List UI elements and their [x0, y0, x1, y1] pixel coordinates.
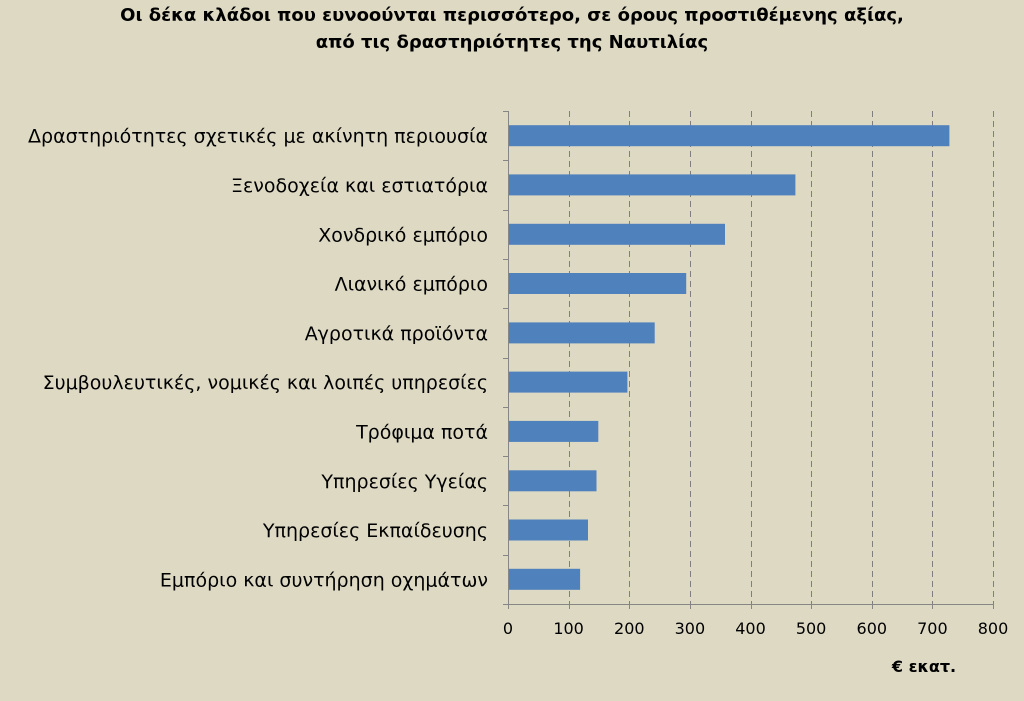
bar	[508, 125, 950, 147]
category-label: Υπηρεσίες Εκπαίδευσης	[262, 520, 488, 542]
bar	[508, 371, 628, 393]
chart-title: Οι δέκα κλάδοι που ευνοούνται περισσότερ…	[0, 2, 1024, 56]
x-tick-label: 200	[614, 619, 645, 638]
x-tick-label: 0	[503, 619, 513, 638]
category-label: Χονδρικό εμπόριο	[318, 224, 488, 246]
x-tick-label: 500	[796, 619, 827, 638]
category-label: Υπηρεσίες Υγείας	[320, 471, 488, 493]
x-tick-label: 100	[553, 619, 584, 638]
category-label: Τρόφιμα ποτά	[355, 421, 488, 443]
x-tick-label: 700	[917, 619, 948, 638]
category-label: Συμβουλευτικές, νομικές και λοιπές υπηρε…	[43, 372, 488, 394]
chart-title-line-2: από τις δραστηριότητες της Ναυτιλίας	[315, 32, 709, 53]
category-label: Δραστηριότητες σχετικές με ακίνητη περιο…	[28, 126, 488, 148]
x-tick-label: 400	[735, 619, 766, 638]
x-tick-label: 300	[675, 619, 706, 638]
bar	[508, 223, 725, 245]
bar	[508, 470, 597, 492]
x-tick-label: 800	[978, 619, 1009, 638]
x-axis-unit-label: € εκατ.	[891, 657, 956, 676]
bar	[508, 273, 687, 294]
axes	[503, 111, 994, 609]
bar	[508, 174, 796, 196]
x-tick-labels: 0 100 200 300 400 500 600 700 800	[503, 619, 1008, 638]
category-label: Λιανικό εμπόριο	[335, 274, 488, 296]
bars	[508, 125, 950, 590]
x-tick-label: 600	[857, 619, 888, 638]
bar	[508, 420, 599, 442]
category-label: Ξενοδοχεία και εστιατόρια	[231, 175, 488, 197]
chart-title-line-1: Οι δέκα κλάδοι που ευνοούνται περισσότερ…	[120, 5, 904, 26]
category-label: Αγροτικά προϊόντα	[305, 323, 488, 345]
category-labels: Δραστηριότητες σχετικές με ακίνητη περιο…	[28, 126, 488, 592]
bar	[508, 519, 588, 541]
bar	[508, 568, 581, 590]
category-label: Εμπόριο και συντήρηση οχημάτων	[160, 569, 488, 591]
bar	[508, 322, 655, 344]
